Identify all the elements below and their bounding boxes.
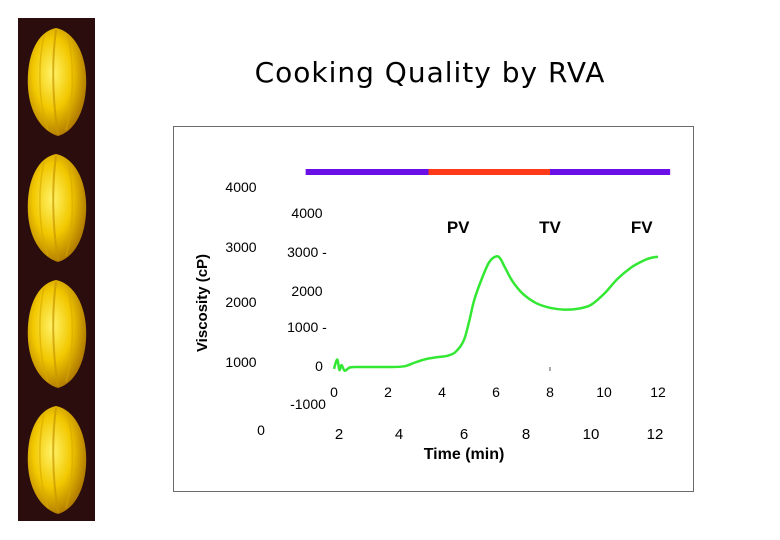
rice-kernel-image-1 [18, 18, 95, 142]
viscosity-series-line [332, 254, 659, 373]
annotation-tv: TV [539, 218, 561, 237]
y-axis-label: Viscosity (cP) [194, 254, 211, 352]
slide-title: Cooking Quality by RVA [254, 56, 606, 89]
outer-x-tick-label: 2 [335, 426, 343, 443]
inner-x-tick-label: 6 [492, 384, 500, 400]
rice-kernel-image-2 [18, 144, 95, 268]
inner-x-tick-label: 8 [546, 384, 554, 400]
inner-y-tick-label: -1000 [290, 396, 326, 412]
inner-y-tick-label: 1000 - [287, 319, 327, 335]
rice-kernel-image-4 [18, 396, 95, 520]
inner-x-tick-label: 12 [650, 384, 666, 400]
chart-frame: PV TV FV 4000 3000 2000 1000 0 Viscosity (cP) 400… [173, 126, 694, 492]
inner-y-tick-label: 4000 [291, 205, 322, 221]
outer-x-tick-label: 6 [460, 426, 468, 443]
outer-y-tick-label: 2000 [225, 294, 256, 310]
outer-y-tick-label: 4000 [225, 179, 256, 195]
inner-x-tick-label: 10 [596, 384, 612, 400]
outer-x-tick-label: 4 [395, 426, 403, 443]
outer-y-tick-label: 1000 [225, 354, 256, 370]
inner-x-tick-label: 0 [330, 384, 338, 400]
x-axis-label: Time (min) [424, 446, 505, 463]
outer-y-tick-label: 3000 [225, 239, 256, 255]
inner-y-tick-label: 0 [315, 358, 323, 374]
inner-y-tick-label: 2000 [291, 283, 322, 299]
rice-image-strip [18, 18, 95, 521]
outer-x-tick-label: 8 [522, 426, 530, 443]
inner-x-tick-label: 2 [384, 384, 392, 400]
annotation-pv: PV [447, 218, 470, 237]
inner-x-tick-label: 4 [438, 384, 446, 400]
rice-kernel-image-3 [18, 270, 95, 394]
outer-x-tick-label: 10 [583, 426, 600, 443]
inner-y-tick-label: 3000 - [287, 244, 327, 260]
outer-y-tick-label: 0 [257, 422, 265, 438]
outer-x-tick-label: 12 [647, 426, 664, 443]
annotation-fv: FV [631, 218, 653, 237]
